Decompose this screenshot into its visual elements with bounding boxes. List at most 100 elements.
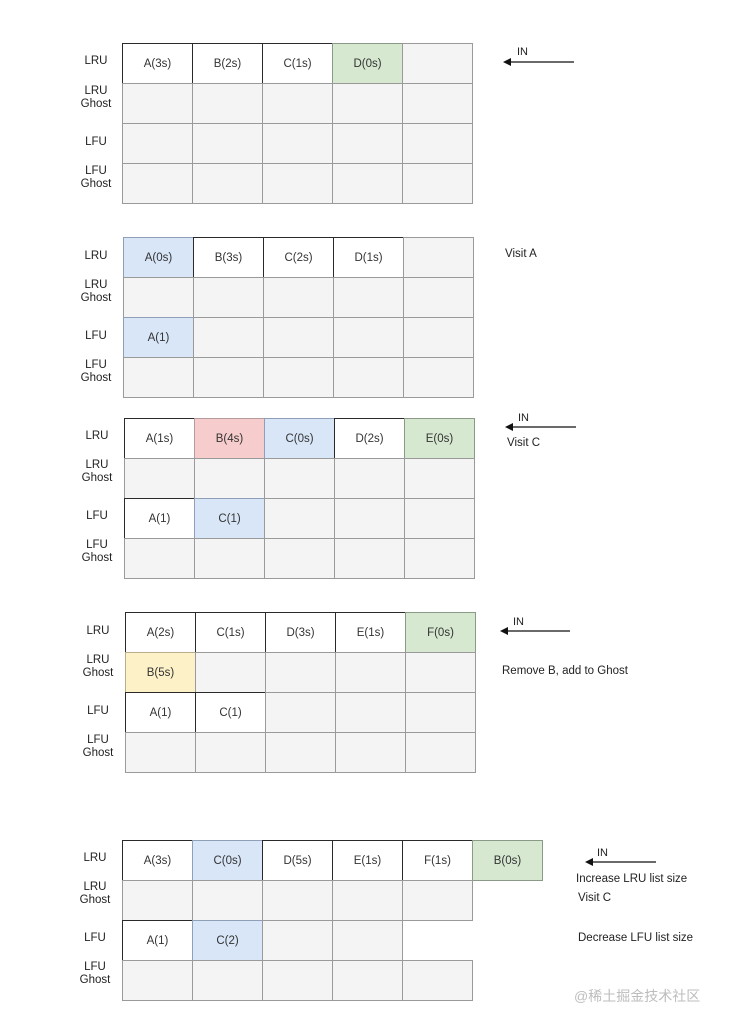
cell-lru-5: F(0s) (405, 612, 476, 653)
cell-lru-ghost-2 (192, 880, 263, 921)
cell-lru-2: C(0s) (192, 840, 263, 881)
cell-lru-6: B(0s) (472, 840, 543, 881)
arrow-head (500, 627, 508, 635)
cell-lfu-ghost-2 (194, 538, 265, 579)
row-label-line: LRU (84, 279, 108, 291)
arrow-head (503, 58, 511, 66)
cell-lfu-ghost-5 (402, 960, 473, 1001)
in-label: IN (517, 46, 528, 58)
cell-lru-ghost-4 (335, 652, 406, 693)
cell-lfu-3 (262, 123, 333, 164)
row-label-line: Ghost (80, 98, 112, 110)
cell-lru-5: F(1s) (402, 840, 473, 881)
cell-lru-2: C(1s) (195, 612, 266, 653)
cell-lru-3: C(0s) (264, 418, 335, 459)
cell-lru-ghost-4 (332, 83, 403, 124)
stage-note: Visit A (505, 248, 537, 260)
row-label-lfu-ghost: LFU Ghost (78, 734, 118, 760)
cell-lfu-5 (402, 123, 473, 164)
row-label-lfu: LFU (75, 932, 115, 945)
cell-lfu-2 (193, 317, 264, 358)
cell-lfu-ghost-3 (265, 732, 336, 773)
row-label-lru-ghost: LRU Ghost (77, 459, 117, 485)
cell-lru-4: E(1s) (335, 612, 406, 653)
row-label-line: LRU (83, 881, 107, 893)
cell-lru-4: D(0s) (332, 43, 403, 84)
row-label-line: LFU (86, 510, 108, 522)
cell-lfu-ghost-3 (263, 357, 334, 398)
in-arrow-icon (500, 627, 570, 635)
row-label-line: Ghost (81, 552, 113, 564)
cell-lfu-ghost-2 (195, 732, 266, 773)
row-label-line: LFU (87, 705, 109, 717)
cell-lru-1: A(1s) (124, 418, 195, 459)
arrow-head (505, 423, 513, 431)
cell-lru-2: B(4s) (194, 418, 265, 459)
cell-lru-5: E(0s) (404, 418, 475, 459)
cell-lru-ghost-3 (265, 652, 336, 693)
cell-lru-ghost-5 (405, 652, 476, 693)
cell-lru-3: C(2s) (263, 237, 334, 278)
row-label-line: LRU (83, 852, 107, 864)
cell-lfu-ghost-1 (125, 732, 196, 773)
row-label-lru-ghost: LRU Ghost (76, 85, 116, 111)
cell-lru-ghost-4 (333, 277, 404, 318)
cell-lfu-ghost-4 (333, 357, 404, 398)
row-label-line: Ghost (82, 667, 114, 679)
cell-lfu-3 (263, 317, 334, 358)
cell-lru-ghost-3 (262, 880, 333, 921)
row-label-lru-ghost: LRU Ghost (78, 654, 118, 680)
cell-lfu-3 (264, 498, 335, 539)
in-label: IN (513, 616, 524, 628)
row-label-line: Ghost (79, 894, 111, 906)
row-label-lru: LRU (76, 55, 116, 68)
cell-lfu-ghost-2 (193, 357, 264, 398)
row-label-line: LRU (85, 459, 109, 471)
cell-lru-3: C(1s) (262, 43, 333, 84)
cell-lfu-ghost-5 (403, 357, 474, 398)
cell-lru-1: A(3s) (122, 840, 193, 881)
stage-note: Increase LRU list size (576, 873, 688, 885)
cell-lru-ghost-3 (264, 458, 335, 499)
cell-lfu-2: C(1) (195, 692, 266, 733)
stage-note: Visit C (507, 437, 541, 449)
row-label-line: Ghost (82, 747, 114, 759)
row-label-lfu: LFU (76, 330, 116, 343)
row-label-line: LFU (85, 330, 107, 342)
cell-lfu-ghost-4 (335, 732, 406, 773)
cell-lfu-4 (333, 317, 404, 358)
row-label-lfu: LFU (76, 136, 116, 149)
cell-lru-ghost-5 (402, 880, 473, 921)
cell-lfu-ghost-4 (332, 163, 403, 204)
row-label-lfu-ghost: LFU Ghost (76, 165, 116, 191)
cell-lru-ghost-5 (403, 277, 474, 318)
cell-lfu-ghost-2 (192, 163, 263, 204)
row-label-line: Ghost (80, 372, 112, 384)
row-label-line: Ghost (80, 292, 112, 304)
cell-lru-ghost-1 (124, 458, 195, 499)
cell-lru-ghost-4 (334, 458, 405, 499)
in-arrow-icon (505, 423, 576, 431)
row-label-lfu: LFU (78, 705, 118, 718)
row-label-line: LFU (86, 539, 108, 551)
row-label-line: LFU (85, 136, 107, 148)
row-label-lru: LRU (78, 625, 118, 638)
cell-lru-4: D(1s) (333, 237, 404, 278)
row-label-line: LFU (85, 165, 107, 177)
cell-lfu-ghost-4 (332, 960, 403, 1001)
cell-lfu-1: A(1) (124, 498, 195, 539)
cell-lfu-3 (262, 920, 333, 961)
cell-lru-5 (403, 237, 474, 278)
cell-lfu-2 (192, 123, 263, 164)
row-label-lfu-ghost: LFU Ghost (75, 961, 115, 987)
cell-lru-1: A(0s) (123, 237, 194, 278)
row-label-line: LRU (86, 654, 110, 666)
cell-lru-2: B(2s) (192, 43, 263, 84)
cell-lfu-1: A(1) (125, 692, 196, 733)
cell-lfu-ghost-3 (262, 163, 333, 204)
stage-note: Visit C (578, 892, 612, 904)
cell-lfu-5 (405, 692, 476, 733)
cell-lfu-1: A(1) (122, 920, 193, 961)
cell-lru-ghost-5 (404, 458, 475, 499)
row-label-lru-ghost: LRU Ghost (76, 279, 116, 305)
